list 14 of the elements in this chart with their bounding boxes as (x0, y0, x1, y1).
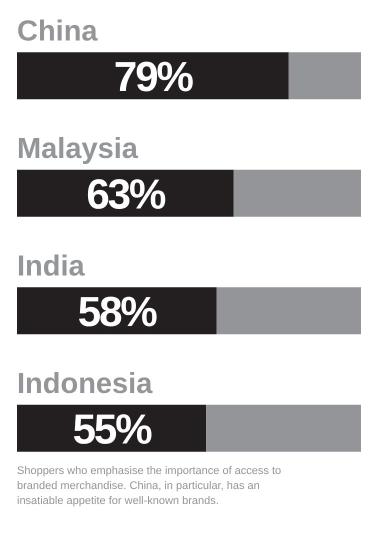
text: Shoppers who emphasise the importance of access to branded merchandise. China, in particular, has an insatiable appetite for well-known brands. (17, 464, 282, 509)
data-label: 79% (114, 52, 194, 100)
y-tick-label: Indonesia (17, 368, 154, 400)
bar (216, 287, 361, 334)
bar (234, 170, 361, 217)
bar (17, 52, 289, 100)
y-tick-label: India (17, 250, 86, 282)
y-tick-label: Malaysia (17, 132, 139, 165)
bar (288, 52, 361, 100)
bar (206, 404, 361, 452)
data-label: 63% (86, 170, 166, 218)
data-label: 55% (72, 405, 152, 452)
data-label: 58% (78, 288, 158, 335)
y-tick-label: China (17, 15, 98, 48)
